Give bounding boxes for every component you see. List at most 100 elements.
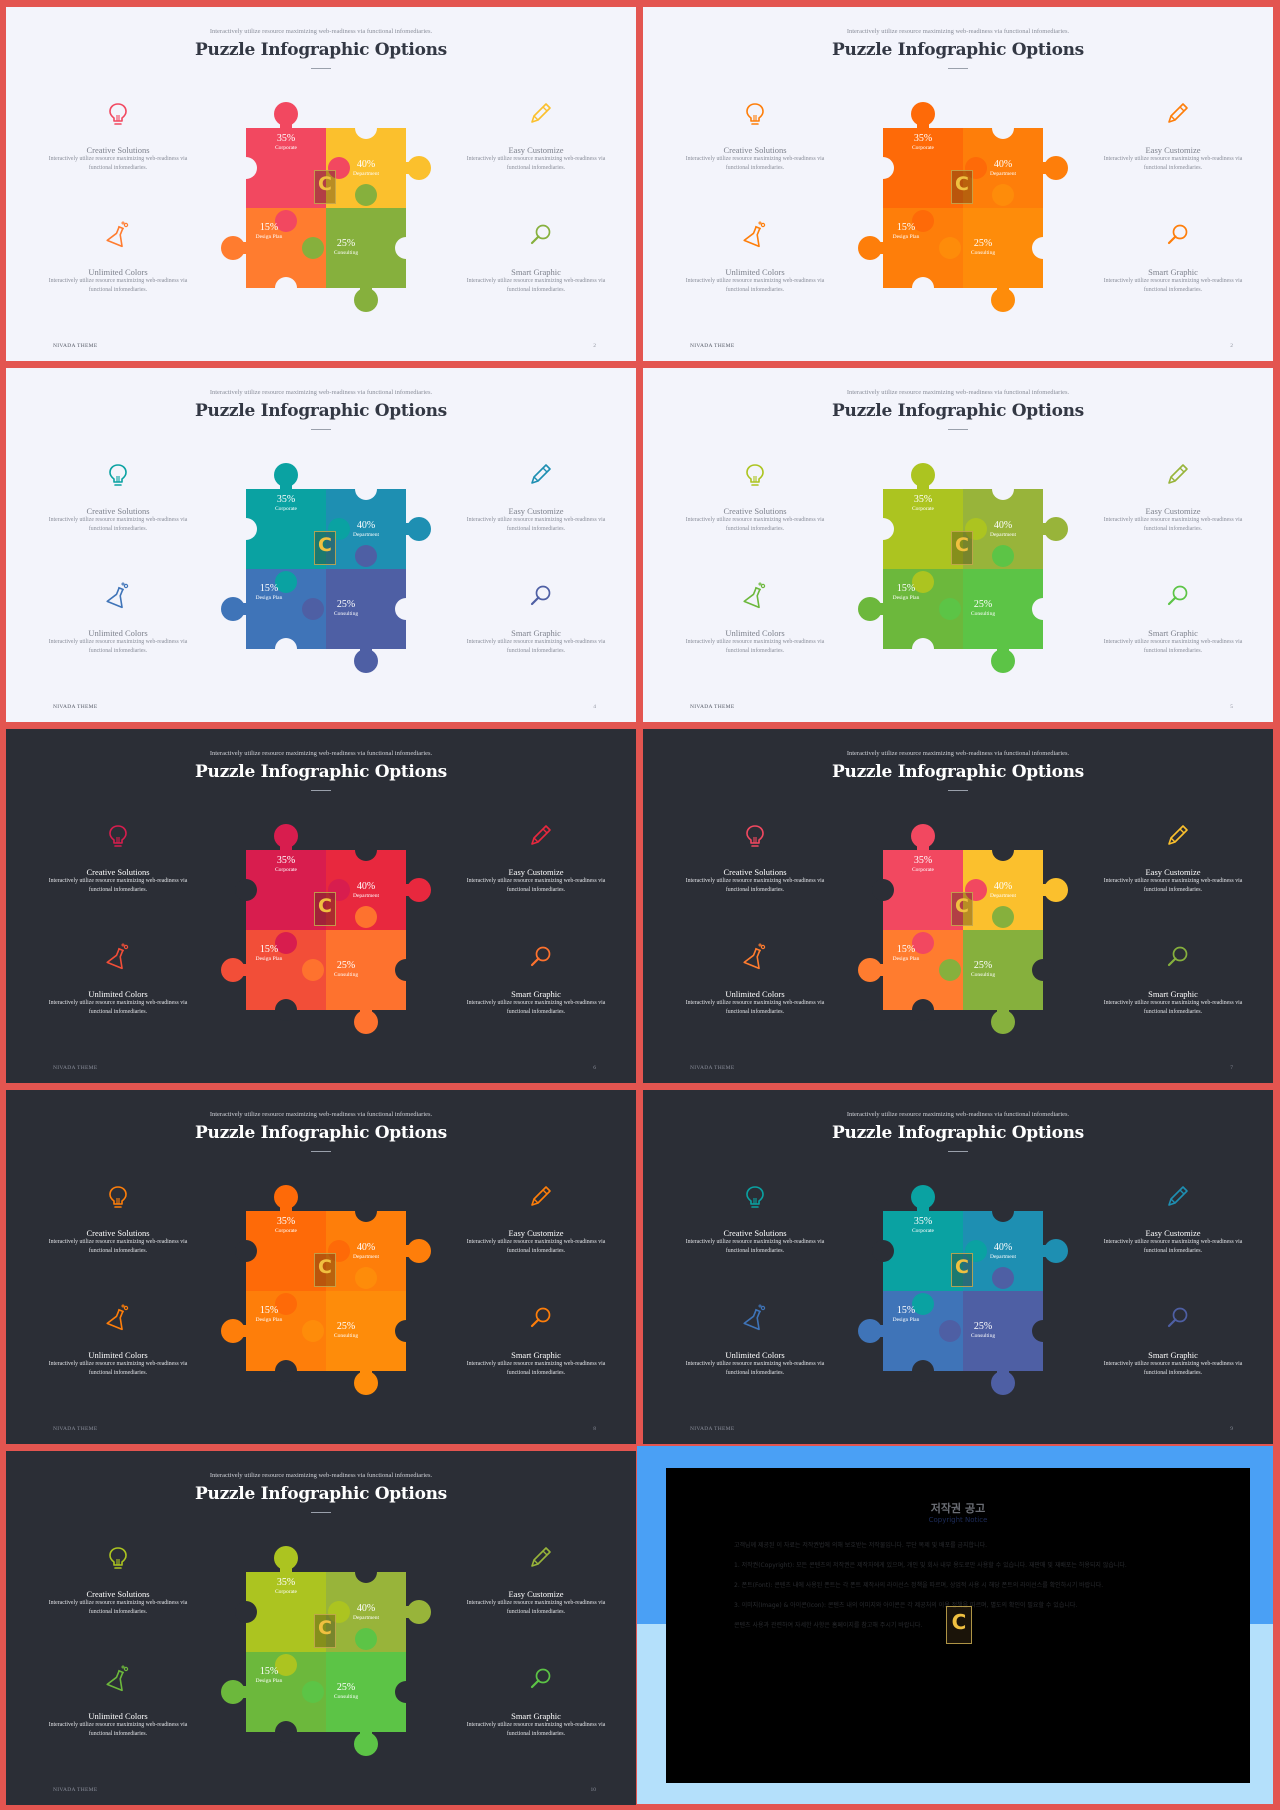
logo-letter: C (318, 1256, 332, 1278)
page-number: 10 (590, 1787, 597, 1793)
lightbulb-icon (103, 1181, 133, 1211)
pencil-icon (526, 459, 556, 489)
slide-title: Puzzle Infographic Options (832, 40, 1084, 60)
puzzle-container (843, 90, 1073, 315)
feature-description: Interactively utilize resource maximizin… (466, 639, 606, 654)
piece-label: Design Plan (892, 234, 920, 240)
piece-label: Corporate (912, 1228, 934, 1234)
feature-description: Interactively utilize resource maximizin… (48, 639, 188, 654)
feature-description: Interactively utilize resource maximizin… (685, 517, 825, 532)
pencil-icon (1163, 820, 1193, 850)
piece-label: Design Plan (255, 956, 283, 962)
puzzle-knob (939, 598, 961, 620)
puzzle-knob (355, 1628, 377, 1650)
logo-letter: C (955, 534, 969, 556)
slide-subtitle: Interactively utilize resource maximizin… (209, 750, 433, 757)
brand-logo-icon: C (946, 1606, 972, 1644)
slide-subtitle: Interactively utilize resource maximizin… (209, 1111, 433, 1118)
piece-percent: 35% (276, 494, 296, 505)
logo-letter: C (955, 1256, 969, 1278)
title-divider (311, 1512, 331, 1513)
puzzle-notch (395, 1681, 417, 1703)
piece-percent: 15% (259, 1305, 279, 1316)
feature-description: Interactively utilize resource maximizin… (685, 878, 825, 893)
piece-percent: 40% (356, 1603, 376, 1614)
puzzle-slide: Interactively utilize resource maximizin… (6, 7, 636, 361)
puzzle-notch (275, 638, 297, 660)
piece-label: Corporate (275, 506, 297, 512)
feature-title: Easy Customize (508, 1589, 564, 1599)
title-divider (311, 68, 331, 69)
puzzle-notch (395, 237, 417, 259)
puzzle-graphic (858, 463, 1068, 673)
piece-label: Corporate (275, 145, 297, 151)
puzzle-notch (1032, 1320, 1054, 1342)
feature-title: Creative Solutions (86, 867, 150, 877)
piece-percent: 25% (973, 960, 993, 971)
lightbulb-icon (103, 459, 133, 489)
puzzle-piece (246, 489, 326, 569)
footer-brand: NIVADA THEME (53, 1787, 98, 1793)
notice-subtitle: Copyright Notice (928, 1516, 988, 1524)
brand-logo-icon: C (951, 892, 973, 926)
puzzle-knob (275, 932, 297, 954)
logo-letter: C (955, 895, 969, 917)
puzzle-notch (355, 478, 377, 500)
puzzle-notch (872, 879, 894, 901)
feature-description: Interactively utilize resource maximizin… (466, 1600, 606, 1615)
feature-title: Creative Solutions (86, 1228, 150, 1238)
puzzle-container (843, 451, 1073, 676)
puzzle-piece (246, 850, 326, 930)
piece-label: Consulting (333, 250, 359, 256)
piece-label: Design Plan (255, 1678, 283, 1684)
puzzle-knob (965, 879, 987, 901)
pencil-icon (526, 98, 556, 128)
piece-percent: 40% (356, 520, 376, 531)
feature-title: Smart Graphic (1148, 989, 1198, 999)
brand-logo-icon: C (314, 1253, 336, 1287)
feature-title: Easy Customize (1145, 145, 1201, 155)
piece-label: Department (353, 1615, 379, 1621)
puzzle-graphic (221, 1185, 431, 1395)
slide-title: Puzzle Infographic Options (195, 762, 447, 782)
puzzle-knob (992, 906, 1014, 928)
footer-brand: NIVADA THEME (690, 704, 735, 710)
magnifier-icon (526, 1664, 556, 1694)
magnifier-icon (526, 942, 556, 972)
feature-description: Interactively utilize resource maximizin… (48, 1000, 188, 1015)
puzzle-slide: Interactively utilize resource maximizin… (6, 1090, 636, 1444)
feature-title: Easy Customize (1145, 1228, 1201, 1238)
feature-description: Interactively utilize resource maximizin… (48, 1239, 188, 1254)
piece-label: Department (990, 532, 1016, 538)
feature-title: Unlimited Colors (88, 628, 148, 638)
copyright-notice-slide: 저작권 공고 Copyright Notice 고객님께 제공된 이 자료는 저… (637, 1446, 1273, 1804)
slide-title: Puzzle Infographic Options (195, 1123, 447, 1143)
slide-subtitle: Interactively utilize resource maximizin… (846, 389, 1070, 396)
slide-title: Puzzle Infographic Options (832, 1123, 1084, 1143)
pencil-icon (1163, 459, 1193, 489)
feature-description: Interactively utilize resource maximizin… (685, 1239, 825, 1254)
puzzle-knob (965, 157, 987, 179)
puzzle-knob (328, 879, 350, 901)
flask-icon (740, 1303, 770, 1333)
puzzle-notch (992, 839, 1014, 861)
puzzle-knob (939, 237, 961, 259)
piece-label: Design Plan (892, 956, 920, 962)
puzzle-container (206, 1534, 436, 1759)
brand-logo-icon: C (951, 170, 973, 204)
lightbulb-icon (103, 820, 133, 850)
logo-letter: C (318, 895, 332, 917)
footer-brand: NIVADA THEME (690, 1426, 735, 1432)
puzzle-knob (355, 906, 377, 928)
puzzle-notch (395, 1320, 417, 1342)
lightbulb-icon (740, 820, 770, 850)
puzzle-piece (326, 1291, 406, 1371)
feature-description: Interactively utilize resource maximizin… (48, 1600, 188, 1615)
feature-title: Creative Solutions (86, 1589, 150, 1599)
feature-title: Smart Graphic (1148, 628, 1198, 638)
puzzle-notch (355, 117, 377, 139)
piece-label: Consulting (333, 1694, 359, 1700)
footer-brand: NIVADA THEME (690, 1065, 735, 1071)
piece-percent: 15% (896, 222, 916, 233)
slide-title: Puzzle Infographic Options (832, 762, 1084, 782)
